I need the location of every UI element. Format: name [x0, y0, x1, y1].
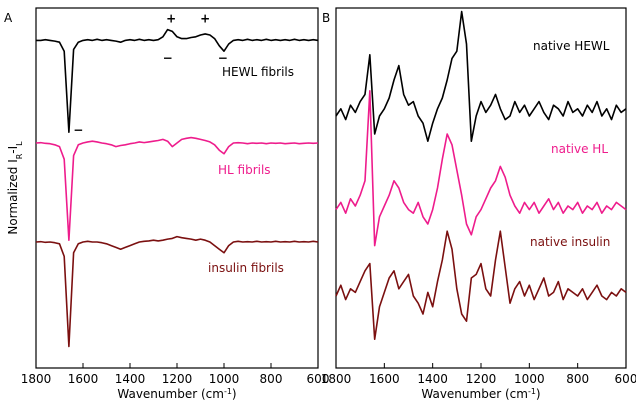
y-axis-label-part: R	[15, 153, 24, 159]
x-axis-label-part: )	[536, 387, 541, 401]
x-tick-label: 1600	[68, 372, 99, 386]
x-axis-label: Wavenumber (cm-1)	[421, 387, 540, 402]
x-tick-label: 600	[615, 372, 636, 386]
x-tick-label: 1000	[514, 372, 545, 386]
series-label: native insulin	[530, 235, 610, 249]
series-label: HL fibrils	[218, 163, 271, 177]
annotation: +	[166, 11, 176, 25]
annotation: −	[73, 123, 83, 137]
x-tick-label: 1000	[209, 372, 240, 386]
spectrum-line	[36, 28, 319, 133]
series-label: HEWL fibrils	[222, 65, 294, 79]
y-axis-label-part: L	[15, 141, 24, 146]
spectrum-line	[35, 235, 319, 348]
panel-label: B	[322, 11, 330, 25]
x-tick-label: 1400	[115, 372, 146, 386]
x-axis-label-part: Wavenumber (cm	[421, 387, 528, 401]
y-axis-label-part: Normalized I	[6, 159, 20, 234]
x-tick-label: 1800	[21, 372, 52, 386]
spectrum-line	[335, 10, 627, 142]
x-axis-label-part: Wavenumber (cm	[117, 387, 224, 401]
x-tick-label: 800	[260, 372, 283, 386]
x-tick-label: 1800	[321, 372, 352, 386]
series-label: native HEWL	[533, 39, 610, 53]
plot-frame	[35, 7, 319, 369]
y-axis-label: Normalized IR-IL	[6, 141, 24, 235]
x-axis-label: Wavenumber (cm-1)	[117, 387, 236, 402]
x-axis-label-part: -1	[224, 387, 232, 396]
x-tick-label: 1200	[162, 372, 193, 386]
series-label: native HL	[551, 142, 608, 156]
x-tick-label: 600	[307, 372, 330, 386]
annotation: −	[163, 51, 173, 65]
x-tick-label: 1200	[466, 372, 497, 386]
x-tick-label: 1600	[369, 372, 400, 386]
panel-label: A	[4, 11, 13, 25]
x-tick-label: 800	[566, 372, 589, 386]
annotation: +	[200, 11, 210, 25]
x-tick-label: 1400	[417, 372, 448, 386]
series-label: insulin fibrils	[208, 261, 284, 275]
x-axis-label-part: )	[232, 387, 237, 401]
y-axis-label-part: -I	[6, 146, 20, 154]
x-axis-label-part: -1	[528, 387, 536, 396]
spectrum-line	[335, 230, 627, 340]
spectrum-line	[335, 90, 627, 247]
spectrum-line	[35, 136, 319, 241]
plot-frame	[335, 7, 627, 369]
annotation: −	[218, 51, 228, 65]
